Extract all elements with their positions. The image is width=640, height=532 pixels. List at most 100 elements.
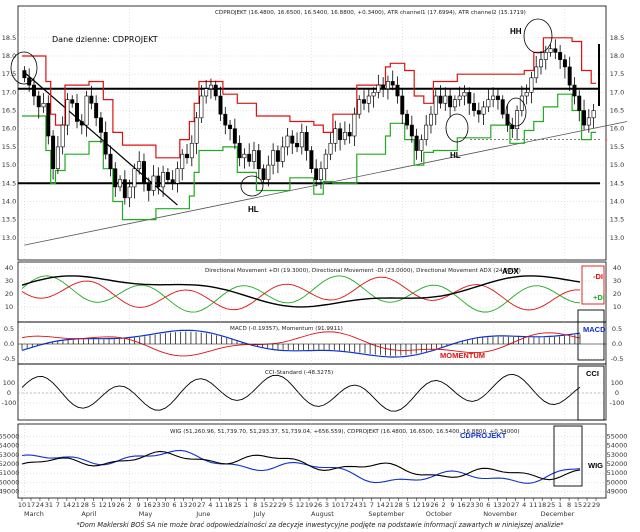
momentum-label: MOMENTUM bbox=[440, 351, 485, 360]
y-tick-right: 14.0 bbox=[610, 197, 624, 205]
y-tick-right: 55000 bbox=[607, 433, 628, 441]
macd-annotations: MACD MOMENTUM bbox=[440, 309, 606, 361]
y-tick-left: 13.5 bbox=[2, 216, 16, 224]
y-tick-right: 52000 bbox=[607, 460, 628, 468]
candle-body bbox=[462, 92, 467, 97]
candle-body bbox=[175, 168, 180, 184]
y-tick-right: 54000 bbox=[607, 442, 628, 450]
candle-body bbox=[151, 175, 156, 191]
macd-label: MACD bbox=[583, 325, 606, 334]
x-axis: 10 17 24 31 7 14 21 28 5 12 19 26 2 9 16 23 30 6 13 20 27 4 11… bbox=[18, 498, 600, 518]
y-tick-left: 50000 bbox=[0, 478, 19, 486]
x-day-tick: 17 bbox=[341, 501, 349, 509]
x-month-label: December bbox=[541, 510, 575, 518]
x-day-tick: 24 bbox=[36, 501, 44, 509]
x-day-tick: 27 bbox=[511, 501, 519, 509]
y-tick-right: 17.5 bbox=[610, 70, 624, 78]
x-day-tick: 2 bbox=[128, 501, 132, 509]
price-panel-frame bbox=[17, 5, 607, 261]
x-day-tick: 5 bbox=[406, 501, 410, 509]
candle-body bbox=[400, 95, 405, 115]
candle-body bbox=[481, 106, 486, 115]
adx-label: ADX bbox=[502, 267, 520, 276]
x-day-tick: 31 bbox=[359, 501, 367, 509]
x-day-tick: 5 bbox=[289, 501, 293, 509]
candle-body bbox=[553, 48, 558, 53]
atr-channel-upper bbox=[22, 37, 596, 159]
candle-body bbox=[51, 135, 56, 170]
hl-label-june: HL bbox=[248, 205, 259, 214]
candle-body bbox=[333, 128, 338, 144]
y-tick-right: 17.0 bbox=[610, 88, 624, 96]
candle-body bbox=[586, 117, 591, 126]
candle-body bbox=[452, 99, 457, 108]
candle-body bbox=[36, 95, 41, 108]
x-month-label: August bbox=[311, 510, 334, 518]
hl-circle-november bbox=[505, 97, 527, 127]
candle-body bbox=[75, 102, 79, 122]
x-day-tick: 22 bbox=[583, 501, 591, 509]
x-day-tick: 15 bbox=[260, 501, 268, 509]
x-day-tick: 29 bbox=[592, 501, 600, 509]
x-day-tick: 30 bbox=[475, 501, 483, 509]
hl-circle-october bbox=[445, 113, 469, 143]
x-day-tick: 16 bbox=[457, 501, 465, 509]
x-day-tick: 5 bbox=[92, 501, 96, 509]
candle-body bbox=[122, 179, 127, 199]
candle-body bbox=[457, 95, 462, 100]
x-day-tick: 28 bbox=[395, 501, 403, 509]
y-tick-right: 16.5 bbox=[610, 107, 624, 115]
x-month-label: November bbox=[483, 510, 517, 518]
dmi-highlight-box bbox=[581, 265, 605, 305]
x-day-tick: 25 bbox=[233, 501, 241, 509]
x-day-tick: 23 bbox=[152, 501, 160, 509]
y-tick-left: 100 bbox=[3, 379, 15, 387]
candle-body bbox=[472, 102, 476, 111]
candle-body bbox=[285, 135, 290, 148]
candle-body bbox=[22, 70, 27, 79]
atr-channel-lower bbox=[22, 93, 596, 221]
x-month-label: September bbox=[368, 510, 404, 518]
x-day-tick: 7 bbox=[370, 501, 374, 509]
x-month-label: June bbox=[195, 510, 210, 518]
y-tick-left: 13.0 bbox=[2, 234, 16, 242]
y-tick-left: 14.0 bbox=[2, 197, 16, 205]
price-panel-label: Dane dzienne: CDPROJEKT bbox=[52, 35, 158, 44]
candle-body bbox=[170, 179, 175, 184]
price-annotations: HH HL HL ↑ bbox=[10, 18, 609, 214]
candle-body bbox=[357, 99, 362, 115]
candle-body bbox=[500, 99, 505, 115]
candle-body bbox=[223, 113, 228, 126]
macd-panel-title: MACD (-0.19357), Momentum (91.9911) bbox=[230, 326, 343, 332]
x-day-tick: 6 bbox=[172, 501, 176, 509]
x-day-tick: 26 bbox=[430, 501, 438, 509]
x-day-tick: 12 bbox=[296, 501, 304, 509]
candle-body bbox=[204, 88, 209, 97]
candle-body bbox=[419, 139, 424, 151]
y-tick-right: 40 bbox=[613, 264, 621, 272]
candle-body bbox=[438, 95, 443, 104]
candle-body bbox=[132, 168, 137, 188]
x-day-tick: 23 bbox=[466, 501, 474, 509]
x-month-label: April bbox=[81, 510, 96, 518]
candle-body bbox=[381, 84, 386, 90]
y-tick-left: 49000 bbox=[0, 487, 19, 495]
candle-body bbox=[543, 52, 548, 60]
candle-body bbox=[247, 153, 252, 162]
wig-cdprojekt-label: CDPROJEKT bbox=[460, 431, 507, 440]
macd-line bbox=[21, 329, 581, 358]
x-day-tick: 11 bbox=[529, 501, 537, 509]
candle-body bbox=[84, 95, 89, 126]
candle-body bbox=[390, 81, 395, 86]
x-day-tick: 19 bbox=[421, 501, 429, 509]
y-tick-left: 55000 bbox=[0, 433, 19, 441]
candle-body bbox=[314, 168, 319, 180]
candle-body bbox=[467, 92, 472, 104]
candle-body bbox=[256, 150, 261, 170]
y-tick-left: 15.5 bbox=[2, 143, 16, 151]
x-day-tick: 17 bbox=[27, 501, 35, 509]
y-tick-left: 16.0 bbox=[2, 125, 16, 133]
candle-body bbox=[405, 113, 410, 126]
hh-circle bbox=[523, 18, 553, 54]
